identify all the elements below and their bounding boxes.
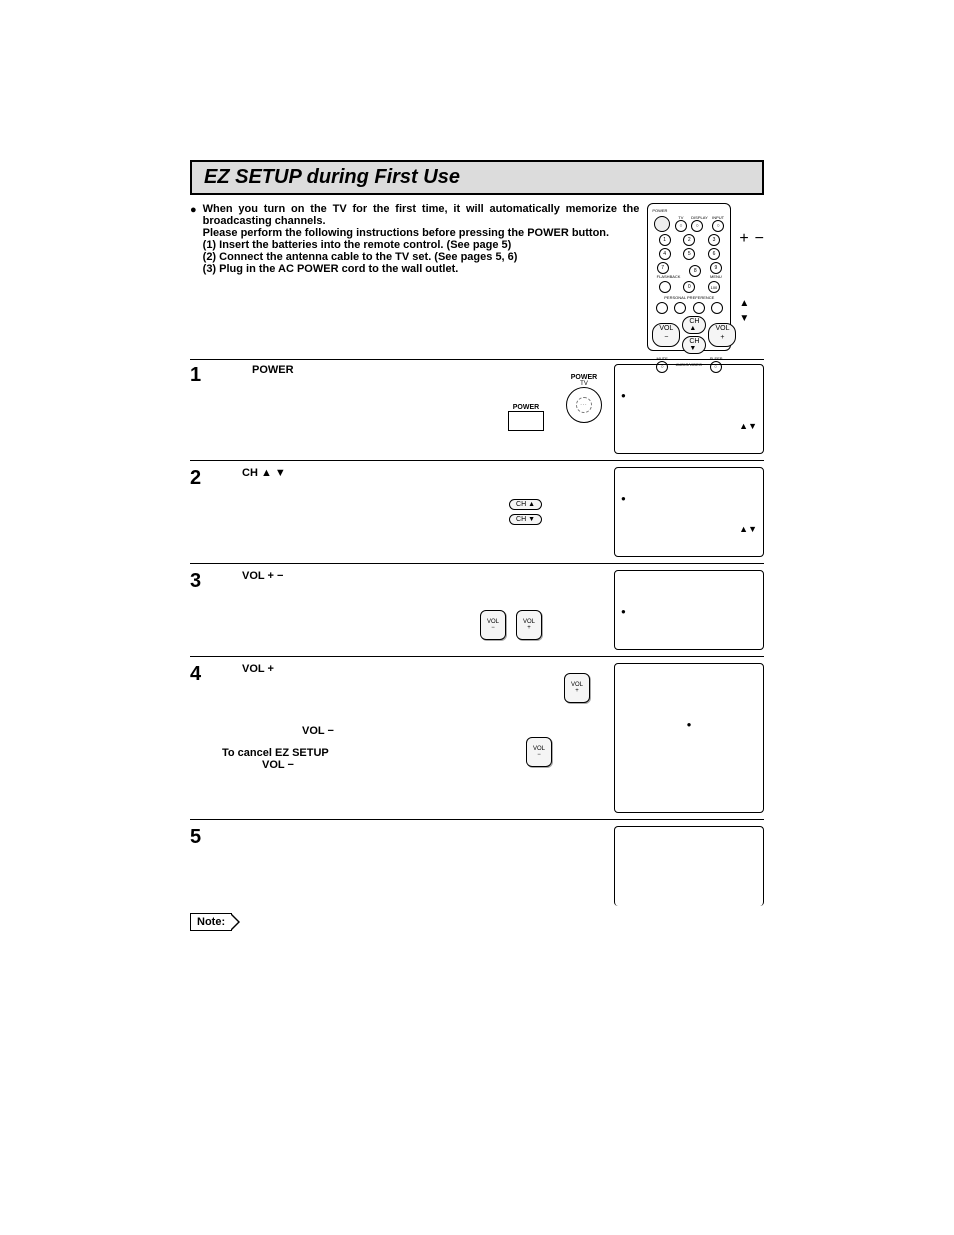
num-6-icon: 6 xyxy=(708,248,720,260)
power-button-rect-icon xyxy=(508,411,544,431)
step-3-screen: ● xyxy=(614,570,764,650)
menu-label: MENU xyxy=(710,274,722,279)
intro-step-3: (3) Plug in the AC POWER cord to the wal… xyxy=(203,263,640,275)
step-2: 2 CH ▲ ▼ CH ▲ CH ▼ ● ▲▼ xyxy=(190,467,764,557)
step-5-screen xyxy=(614,826,764,906)
intro-step-2: (2) Connect the antenna cable to the TV … xyxy=(203,251,640,263)
num-4-icon: 4 xyxy=(659,248,671,260)
step-4: 4 VOL + VOL+ VOL − VOL− To cancel EZ SET… xyxy=(190,663,764,813)
step-2-number: 2 xyxy=(190,467,210,557)
remote-tv-label: TV xyxy=(675,215,687,220)
num-1-icon: 1 xyxy=(659,234,671,246)
step-2-heading: CH ▲ ▼ xyxy=(242,467,602,479)
power-icon xyxy=(654,216,670,232)
minus-icon: − xyxy=(755,230,764,248)
bullet-icon: ● xyxy=(687,720,692,730)
vol-minus-button-icon: VOL− xyxy=(526,737,552,767)
vol-plus-button-icon: VOL+ xyxy=(516,610,542,640)
step-1-screen: ● ▲▼ xyxy=(614,364,764,454)
num-5-icon: 5 xyxy=(683,248,695,260)
vol-minus-button-icon: VOL− xyxy=(480,610,506,640)
page-title: EZ SETUP during First Use xyxy=(190,160,764,195)
step-1: 1 POWER POWER POWER TV ∙∙∙ ● ▲▼ xyxy=(190,364,764,454)
step-1-main-label: POWER xyxy=(571,374,597,381)
num-0-icon: 0 xyxy=(683,281,695,293)
display-icon: ○ xyxy=(691,220,703,232)
ch-up-icon: CH ▲ xyxy=(682,316,706,334)
personal-pref-label: PERSONAL PREFERENCE xyxy=(652,295,726,300)
step-4-heading-b: VOL − xyxy=(302,725,602,737)
bullet-icon: ● xyxy=(190,203,197,275)
mute-label: MUTE xyxy=(656,356,668,361)
up-icon: ▲ xyxy=(739,298,764,309)
flashback-label: FLASHBACK xyxy=(657,274,681,279)
vol-plus-button-icon: VOL+ xyxy=(564,673,590,703)
vol-minus-icon: VOL− xyxy=(652,323,680,347)
num-9-icon: 9 xyxy=(710,262,722,274)
step-1-side-label: POWER xyxy=(513,404,539,411)
num-7-icon: 7 xyxy=(657,262,669,274)
intro-text: ● When you turn on the TV for the first … xyxy=(190,203,639,351)
num-3-icon: 3 xyxy=(708,234,720,246)
remote-power-label: POWER xyxy=(652,208,726,213)
num-2-icon: 2 xyxy=(683,234,695,246)
step-4-screen: ● xyxy=(614,663,764,813)
tv-icon: ○ xyxy=(675,220,687,232)
step-1-heading: POWER xyxy=(252,364,602,376)
intro-section: ● When you turn on the TV for the first … xyxy=(190,203,764,351)
hundred-icon: 100 xyxy=(708,281,720,293)
step-5-number: 5 xyxy=(190,826,210,906)
step-4-number: 4 xyxy=(190,663,210,813)
pref-4-icon xyxy=(711,302,723,314)
step-3-heading: VOL + − xyxy=(242,570,602,582)
power-button-round-icon: ∙∙∙ xyxy=(566,387,602,423)
plus-icon: + xyxy=(739,230,748,248)
flashback-icon xyxy=(659,281,671,293)
ch-up-button-icon: CH ▲ xyxy=(509,499,542,510)
input-icon: ○ xyxy=(712,220,724,232)
sleep-label: SLEEP xyxy=(710,356,723,361)
step-4-heading-a: VOL + xyxy=(242,663,602,675)
bullet-icon: ● xyxy=(621,494,626,504)
remote-input-label: INPUT xyxy=(712,215,724,220)
note-tag: Note: xyxy=(190,913,232,931)
step-1-number: 1 xyxy=(190,364,210,454)
step-5: 5 xyxy=(190,826,764,906)
ch-down-button-icon: CH ▼ xyxy=(509,514,542,525)
pref-3-icon xyxy=(693,302,705,314)
remote-annotations: +− ▲ ▼ xyxy=(739,230,764,324)
pref-1-icon xyxy=(656,302,668,314)
step-1-tri: ▲▼ xyxy=(621,421,757,433)
step-3-number: 3 xyxy=(190,570,210,650)
intro-lead: When you turn on the TV for the first ti… xyxy=(203,203,640,227)
remote-diagram: POWER TV○ DISPLAY○ INPUT○ 1 2 3 4 5 6 xyxy=(647,203,764,351)
bullet-icon: ● xyxy=(621,607,626,617)
pref-2-icon xyxy=(674,302,686,314)
bullet-icon: ● xyxy=(621,391,626,401)
step-3: 3 VOL + − VOL− VOL+ ● xyxy=(190,570,764,650)
vol-plus-icon: VOL+ xyxy=(708,323,736,347)
ch-down-icon: CH ▼ xyxy=(682,336,706,354)
intro-instr: Please perform the following instruction… xyxy=(203,227,609,239)
down-icon: ▼ xyxy=(739,313,764,324)
step-2-screen: ● ▲▼ xyxy=(614,467,764,557)
num-8-icon: 8 xyxy=(689,265,701,277)
remote-display-label: DISPLAY xyxy=(691,215,708,220)
step-2-tri: ▲▼ xyxy=(621,524,757,536)
intro-step-1: (1) Insert the batteries into the remote… xyxy=(203,239,640,251)
